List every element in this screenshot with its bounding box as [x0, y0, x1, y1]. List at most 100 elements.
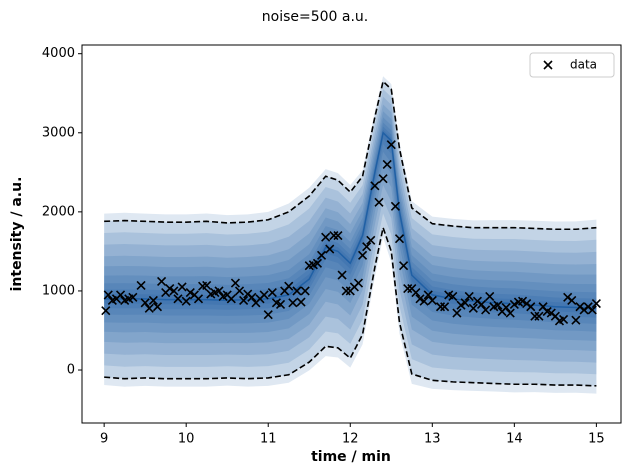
data-point	[591, 299, 601, 309]
data-point	[337, 270, 347, 280]
data-point	[329, 231, 339, 241]
data-point	[165, 283, 175, 294]
data-point	[493, 300, 503, 310]
data-point	[128, 292, 138, 302]
data-point	[464, 291, 474, 302]
data-point	[390, 201, 400, 211]
y-tick-label: 0	[67, 363, 75, 378]
lower-bound	[104, 224, 597, 387]
legend-marker	[543, 60, 553, 70]
density-band	[104, 89, 597, 375]
data-point	[440, 302, 450, 312]
data-point	[534, 311, 544, 321]
data-point	[247, 292, 257, 302]
data-point	[399, 261, 409, 271]
data-point	[394, 234, 405, 244]
data-point	[101, 306, 111, 316]
density-band	[104, 81, 597, 386]
x-tick-label: 14	[506, 432, 523, 447]
y-axis-label: intensity / a.u.	[9, 177, 25, 292]
data-point	[103, 290, 113, 300]
data-point	[571, 315, 581, 325]
data-point	[403, 283, 413, 294]
data-point	[284, 281, 294, 291]
density-band	[104, 129, 597, 313]
data-point	[115, 290, 126, 300]
x-axis-label: time / min	[311, 449, 391, 465]
data-point	[358, 250, 368, 260]
x-tick-label: 15	[588, 432, 605, 447]
data-point	[263, 310, 273, 320]
data-point	[275, 299, 286, 309]
data-point	[476, 299, 487, 309]
data-point	[460, 298, 470, 308]
x-tick-label: 10	[178, 432, 195, 447]
data-point	[316, 250, 327, 260]
data-point	[140, 298, 150, 308]
density-band	[104, 96, 597, 363]
y-tick-label: 3000	[42, 125, 75, 140]
data-point	[353, 278, 364, 288]
data-point	[382, 159, 392, 169]
x-tick-label: 9	[100, 432, 108, 447]
plot-area	[101, 76, 601, 394]
y-tick-label: 1000	[42, 283, 75, 298]
data-point	[288, 298, 298, 308]
data-point	[419, 296, 429, 306]
density-band	[104, 117, 597, 332]
data-point	[148, 295, 158, 305]
data-point	[214, 286, 224, 296]
data-point	[526, 302, 536, 312]
data-point	[152, 302, 163, 312]
density-band	[104, 111, 597, 341]
x-tick-label: 13	[424, 432, 441, 447]
data-point	[292, 286, 302, 296]
x-tick-label: 12	[342, 432, 359, 447]
data-point	[448, 291, 458, 302]
data-point	[362, 242, 372, 252]
y-tick-label: 4000	[42, 46, 75, 61]
chart-title: noise=500 a.u.	[262, 9, 369, 25]
data-point	[509, 299, 519, 309]
data-point	[144, 303, 154, 313]
data-point	[341, 286, 351, 296]
data-point	[435, 302, 446, 312]
data-point	[559, 314, 569, 324]
data-point	[325, 244, 335, 254]
upper-bound	[104, 79, 597, 231]
data-point	[234, 286, 245, 296]
data-point	[530, 311, 540, 321]
data-point	[239, 295, 249, 305]
data-point	[296, 297, 306, 307]
x-tick-label: 11	[260, 432, 277, 447]
data-point	[481, 305, 491, 315]
data-point	[366, 235, 376, 245]
legend-label: data	[570, 58, 597, 72]
data-point	[136, 280, 146, 290]
data-point	[427, 295, 437, 305]
density-band	[104, 76, 597, 394]
data-point	[177, 282, 187, 292]
data-point	[173, 294, 183, 304]
y-tick-label: 2000	[42, 204, 75, 219]
legend-box	[529, 52, 615, 78]
data-point	[370, 181, 380, 191]
data-point	[333, 231, 343, 241]
data-point	[169, 286, 179, 296]
data-point	[267, 287, 277, 298]
data-point	[181, 296, 191, 306]
data-point	[423, 290, 433, 300]
data-point	[456, 300, 466, 310]
density-band	[104, 104, 597, 351]
axes-frame	[81, 44, 622, 424]
data-point	[157, 276, 167, 287]
data-point	[452, 308, 462, 318]
data-point	[386, 140, 396, 150]
data-point	[505, 308, 515, 318]
data-point	[587, 305, 597, 315]
data-point	[312, 258, 323, 268]
data-point	[230, 278, 240, 288]
data-point	[374, 197, 384, 207]
data-point	[517, 296, 528, 306]
